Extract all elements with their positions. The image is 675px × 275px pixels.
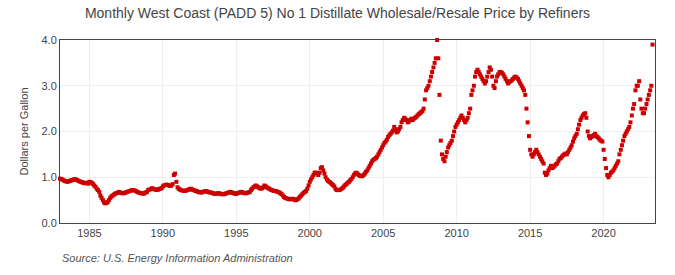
- svg-text:2010: 2010: [444, 227, 468, 239]
- svg-text:Source: U.S. Energy Informatio: Source: U.S. Energy Information Administ…: [62, 252, 293, 264]
- svg-text:2020: 2020: [591, 227, 615, 239]
- svg-text:4.0: 4.0: [42, 34, 57, 46]
- svg-text:Dollars per Gallon: Dollars per Gallon: [18, 87, 30, 175]
- svg-text:2.0: 2.0: [42, 125, 57, 137]
- svg-text:Monthly West Coast (PADD 5) No: Monthly West Coast (PADD 5) No 1 Distill…: [85, 5, 590, 21]
- svg-text:1985: 1985: [77, 227, 101, 239]
- svg-text:2015: 2015: [518, 227, 542, 239]
- svg-text:3.0: 3.0: [42, 80, 57, 92]
- svg-text:2000: 2000: [298, 227, 322, 239]
- svg-text:1990: 1990: [151, 227, 175, 239]
- svg-text:1.0: 1.0: [42, 171, 57, 183]
- svg-text:2005: 2005: [371, 227, 395, 239]
- svg-text:0.0: 0.0: [42, 217, 57, 229]
- svg-text:1995: 1995: [224, 227, 248, 239]
